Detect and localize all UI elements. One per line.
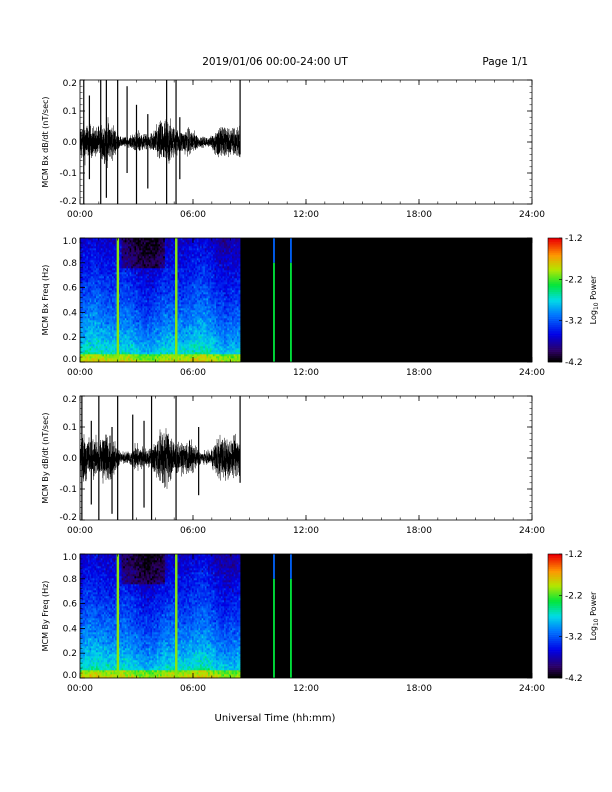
x-axis-label: Universal Time (hh:mm) bbox=[215, 713, 336, 724]
spectrogram-cells bbox=[80, 238, 241, 363]
date-range-title: 2019/01/06 00:00-24:00 UT bbox=[202, 56, 348, 68]
y-tick-label: 0.8 bbox=[63, 575, 78, 585]
y-tick-label: 1.0 bbox=[63, 553, 78, 563]
y-tick-label: 0.2 bbox=[63, 333, 77, 343]
x-tick-label: 12:00 bbox=[293, 526, 319, 536]
x-tick-label: 00:00 bbox=[67, 684, 93, 694]
colorbar-label-sub: 10 bbox=[593, 618, 600, 626]
isolated-line bbox=[290, 262, 292, 362]
spectrogram-panel-by-spectrogram: 1.0 0.8 0.6 0.4 0.2 0.0 MCM By Freq (Hz) 00:00 0… bbox=[41, 550, 600, 694]
colorbar-tick-label: -2.2 bbox=[565, 275, 583, 285]
y-tick-label: 0.0 bbox=[63, 138, 78, 148]
broadband-line bbox=[175, 238, 178, 362]
colorbar-tick-label: -3.2 bbox=[565, 633, 583, 643]
broadband-line bbox=[116, 238, 120, 362]
colorbar-label-power: Power bbox=[589, 275, 598, 302]
broadband-line bbox=[175, 554, 178, 678]
x-tick-label: 06:00 bbox=[180, 210, 206, 220]
x-tick-label: 00:00 bbox=[67, 526, 93, 536]
x-tick-label: 18:00 bbox=[406, 526, 432, 536]
isolated-line bbox=[273, 262, 275, 362]
y-tick-label: 0.6 bbox=[63, 284, 78, 294]
colorbar-tick-label: -1.2 bbox=[565, 550, 583, 560]
y-tick-label: 0.4 bbox=[63, 308, 78, 318]
waveform-panel-bx-dbdt: 0.2 0.1 0.0 -0.1 -0.2 MCM Bx dB/dt (nT/sec) 00… bbox=[41, 79, 545, 220]
isolated-line bbox=[290, 578, 292, 678]
colorbar-tick-label: -4.2 bbox=[565, 674, 583, 684]
colorbar-tick-label: -2.2 bbox=[565, 591, 583, 601]
y-axis-label: MCM Bx Freq (Hz) bbox=[41, 265, 50, 336]
y-tick-label: -0.1 bbox=[59, 169, 77, 179]
colorbar-frame bbox=[547, 553, 563, 679]
x-tick-label: 06:00 bbox=[180, 526, 206, 536]
x-tick-label: 12:00 bbox=[293, 368, 319, 378]
x-tick-label: 00:00 bbox=[67, 368, 93, 378]
broadband-line bbox=[116, 554, 120, 678]
isolated-line-top bbox=[290, 238, 292, 263]
panels: 0.2 0.1 0.0 -0.1 -0.2 MCM Bx dB/dt (nT/sec) 00… bbox=[41, 79, 600, 694]
isolated-line-top bbox=[273, 238, 275, 263]
y-tick-label: 0.2 bbox=[63, 649, 77, 659]
y-tick-label: 0.0 bbox=[63, 454, 78, 464]
y-tick-label: -0.1 bbox=[59, 485, 77, 495]
x-tick-label: 24:00 bbox=[519, 210, 545, 220]
y-tick-label: -0.2 bbox=[59, 513, 77, 523]
colorbar: -1.2 -2.2 -3.2 -4.2 Log10 Power bbox=[547, 234, 600, 368]
y-tick-label: 1.0 bbox=[63, 237, 78, 247]
colorbar: -1.2 -2.2 -3.2 -4.2 Log10 Power bbox=[547, 550, 600, 684]
x-tick-label: 06:00 bbox=[180, 368, 206, 378]
y-tick-label: 0.0 bbox=[63, 671, 78, 681]
colorbar-tick-label: -1.2 bbox=[565, 234, 583, 244]
y-tick-label: 0.2 bbox=[63, 79, 77, 89]
y-tick-label: 0.2 bbox=[63, 395, 77, 405]
colorbar-label: Log10 Power bbox=[589, 591, 600, 640]
x-tick-label: 12:00 bbox=[293, 210, 319, 220]
y-tick-label: 0.0 bbox=[63, 355, 78, 365]
y-tick-label: 0.1 bbox=[63, 107, 77, 117]
waveform-trace bbox=[80, 117, 241, 168]
y-tick-label: 0.8 bbox=[63, 259, 78, 269]
spectrogram-cells bbox=[80, 554, 241, 679]
x-tick-label: 24:00 bbox=[519, 684, 545, 694]
colorbar-label-log: Log bbox=[589, 626, 598, 640]
y-axis-label: MCM By dB/dt (nT/sec) bbox=[41, 412, 50, 503]
isolated-line-top bbox=[273, 554, 275, 579]
x-tick-label: 06:00 bbox=[180, 684, 206, 694]
x-tick-label: 12:00 bbox=[293, 684, 319, 694]
x-tick-label: 18:00 bbox=[406, 684, 432, 694]
isolated-line-top bbox=[290, 554, 292, 579]
y-tick-label: 0.4 bbox=[63, 624, 78, 634]
y-axis-label: MCM By Freq (Hz) bbox=[41, 581, 50, 652]
x-tick-label: 18:00 bbox=[406, 368, 432, 378]
spectrogram-panel-bx-spectrogram: 1.0 0.8 0.6 0.4 0.2 0.0 MCM Bx Freq (Hz) 00:00 0… bbox=[41, 234, 600, 378]
y-tick-label: -0.2 bbox=[59, 197, 77, 207]
x-tick-label: 24:00 bbox=[519, 368, 545, 378]
colorbar-label-power: Power bbox=[589, 591, 598, 618]
colorbar-label-sub: 10 bbox=[593, 302, 600, 310]
waveform-panel-by-dbdt: 0.2 0.1 0.0 -0.1 -0.2 MCM By dB/dt (nT/sec) 00… bbox=[41, 395, 545, 536]
y-tick-label: 0.6 bbox=[63, 600, 78, 610]
page-indicator: Page 1/1 bbox=[482, 56, 528, 68]
x-tick-label: 00:00 bbox=[67, 210, 93, 220]
x-tick-label: 24:00 bbox=[519, 526, 545, 536]
x-tick-label: 18:00 bbox=[406, 210, 432, 220]
y-axis-label: MCM Bx dB/dt (nT/sec) bbox=[41, 96, 50, 187]
colorbar-label: Log10 Power bbox=[589, 275, 600, 324]
colorbar-label-log: Log bbox=[589, 310, 598, 324]
isolated-line bbox=[273, 578, 275, 678]
y-tick-label: 0.1 bbox=[63, 423, 77, 433]
colorbar-tick-label: -3.2 bbox=[565, 317, 583, 327]
colorbar-frame bbox=[547, 237, 563, 363]
colorbar-tick-label: -4.2 bbox=[565, 358, 583, 368]
